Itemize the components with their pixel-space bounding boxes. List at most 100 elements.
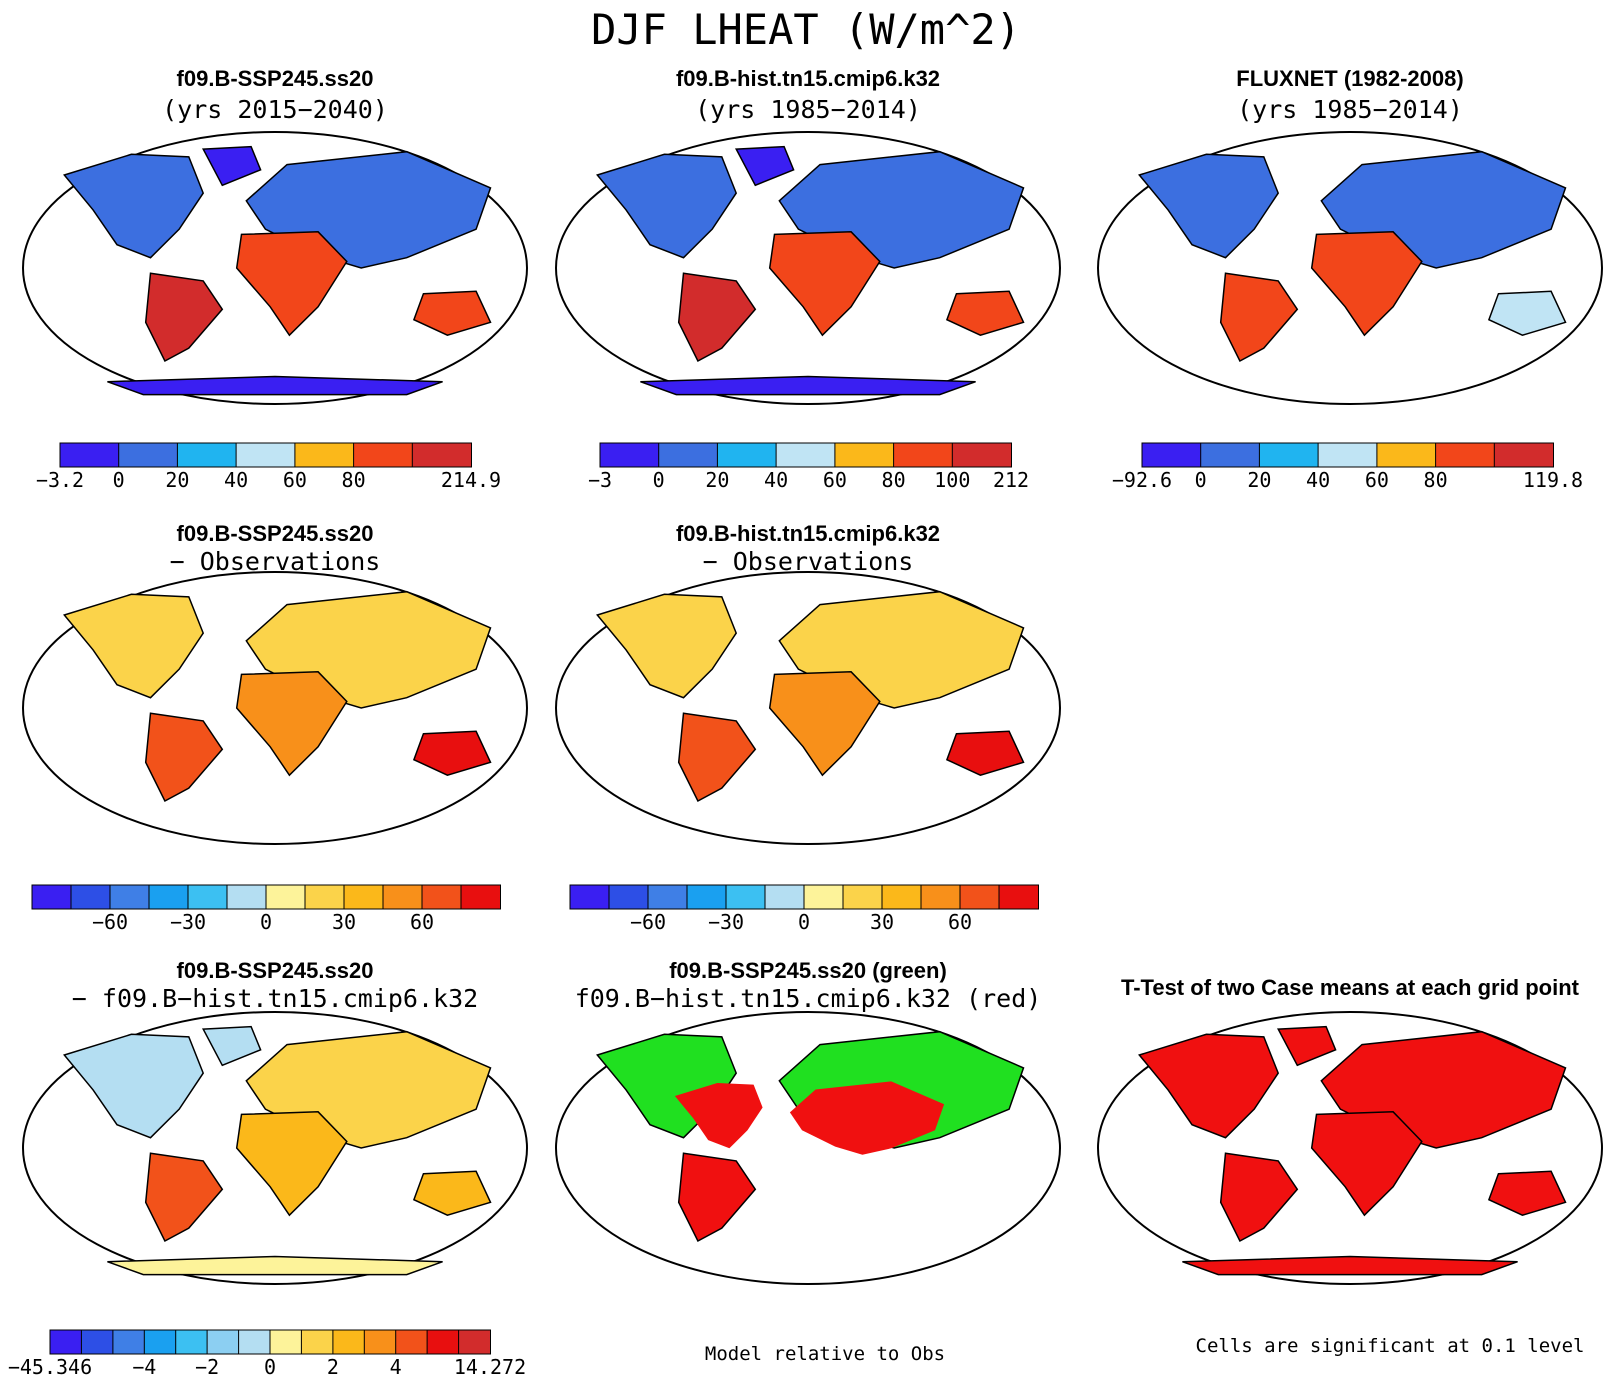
panel-7: f09.B-SSP245.ss20 (green)f09.B−hist.tn15… — [555, 958, 1061, 1285]
panel-5-colorbar-swatch-6 — [764, 884, 805, 910]
panel-7-title: f09.B-SSP245.ss20 (green) — [669, 958, 947, 983]
panel-5-namerica — [596, 593, 738, 699]
panel-2-australia — [945, 290, 1025, 336]
panel-2-colorbar-swatch-1 — [599, 442, 660, 468]
panel-6-colorbar-swatch-10 — [332, 1329, 366, 1355]
panel-3-colorbar-tick-5: 60 — [1365, 468, 1389, 492]
panel-2: f09.B-hist.tn15.cmip6.k32 (yrs 1985−2014)… — [555, 66, 1061, 492]
panel-1-africa — [235, 231, 348, 337]
panel-5-colorbar: −60 −30 0 30 60 — [569, 884, 1039, 934]
panel-6-colorbar-tick-6: 4 — [390, 1355, 402, 1379]
panel-5-australia — [945, 730, 1025, 776]
panel-4-samerica — [144, 712, 224, 803]
panel-6-africa — [235, 1111, 348, 1217]
panel-5-colorbar-swatch-8 — [842, 884, 883, 910]
panel-1-samerica — [144, 272, 224, 363]
panel-6-colorbar-tick-4: 0 — [264, 1355, 276, 1379]
panel-2-colorbar: −3 0 20 40 60 80 100 212 — [588, 442, 1029, 492]
panel-5-colorbar-swatch-9 — [881, 884, 922, 910]
panel-8-title: T-Test of two Case means at each grid po… — [1121, 975, 1580, 1000]
panel-2-colorbar-tick-2: 0 — [653, 468, 665, 492]
panel-2-colorbar-tick-1: −3 — [588, 468, 612, 492]
panel-7-eurasia-red-overlay — [789, 1081, 945, 1155]
panel-5: f09.B-hist.tn15.cmip6.k32− Observations−… — [555, 521, 1061, 934]
panel-1-colorbar: −3.2 0 20 40 60 80 214.9 — [36, 442, 501, 492]
panel-1-colorbar-swatch-7 — [411, 442, 472, 468]
panel-6-colorbar-swatch-5 — [175, 1329, 209, 1355]
figure-title: DJF LHEAT (W/m^2) — [591, 5, 1021, 54]
panel-4-colorbar-tick-3: 0 — [260, 910, 272, 934]
panel-6-colorbar-swatch-11 — [363, 1329, 397, 1355]
panel-8-africa — [1310, 1111, 1423, 1217]
panel-6-colorbar-swatch-9 — [300, 1329, 334, 1355]
panel-6-colorbar-swatch-7 — [238, 1329, 272, 1355]
panel-3-colorbar-swatch-2 — [1200, 442, 1261, 468]
panel-5-colorbar-swatch-3 — [647, 884, 688, 910]
panel-3-colorbar-tick-4: 40 — [1306, 468, 1330, 492]
panel-1-australia — [412, 290, 492, 336]
panel-5-colorbar-swatch-5 — [725, 884, 766, 910]
panel-4-colorbar-swatch-1 — [31, 884, 72, 910]
panel-4-colorbar-swatch-4 — [148, 884, 189, 910]
panel-1-colorbar-tick-6: 80 — [342, 468, 366, 492]
panel-7-namerica-red-overlay — [674, 1083, 763, 1149]
panel-4-colorbar-tick-1: −60 — [92, 910, 128, 934]
panel-5-colorbar-tick-4: 30 — [870, 910, 894, 934]
panel-4-colorbar-swatch-11 — [421, 884, 462, 910]
panel-1-colorbar-tick-7: 214.9 — [441, 468, 501, 492]
panel-2-greenland — [734, 145, 795, 187]
panel-5-colorbar-swatch-11 — [959, 884, 1000, 910]
panel-4-title: f09.B-SSP245.ss20 — [177, 521, 374, 546]
panel-6-greenland — [201, 1025, 262, 1067]
panel-3-colorbar-tick-3: 20 — [1247, 468, 1271, 492]
panel-3: FLUXNET (1982-2008) (yrs 1985−2014) −92.6 0… — [1097, 66, 1603, 492]
panel-3-africa — [1310, 231, 1423, 337]
panel-1-colorbar-swatch-2 — [118, 442, 179, 468]
panel-5-colorbar-swatch-12 — [998, 884, 1039, 910]
panel-3-colorbar-tick-2: 0 — [1195, 468, 1207, 492]
panel-3-subtitle: (yrs 1985−2014) — [1237, 95, 1463, 124]
panel-6-samerica — [144, 1152, 224, 1243]
panel-8-samerica — [1219, 1152, 1299, 1243]
panel-4-colorbar: −60 −30 0 30 60 — [31, 884, 501, 934]
panel-6-colorbar-tick-5: 2 — [327, 1355, 339, 1379]
panel-1-title: f09.B-SSP245.ss20 — [177, 66, 374, 91]
panel-3-title: FLUXNET (1982-2008) — [1236, 66, 1463, 91]
panel-6-colorbar-swatch-1 — [49, 1329, 83, 1355]
panel-2-title: f09.B-hist.tn15.cmip6.k32 — [676, 66, 940, 91]
panel-3-colorbar-swatch-3 — [1258, 442, 1320, 468]
panel-3-samerica — [1219, 272, 1299, 363]
panel-1-colorbar-swatch-4 — [235, 442, 296, 468]
panel-1: f09.B-SSP245.ss20 (yrs 2015−2040) −3.2 0 20 4… — [22, 66, 528, 492]
panel-2-colorbar-swatch-6 — [893, 442, 954, 468]
panel-1-colorbar-swatch-3 — [176, 442, 238, 468]
panel-1-colorbar-swatch-5 — [294, 442, 355, 468]
panel-1-colorbar-tick-3: 20 — [165, 468, 189, 492]
panel-6: f09.B-SSP245.ss20− f09.B−hist.tn15.cmip6… — [8, 958, 528, 1379]
panel-1-colorbar-tick-5: 60 — [283, 468, 307, 492]
panel-1-antarctica — [107, 375, 443, 396]
panel-4-colorbar-swatch-6 — [226, 884, 267, 910]
panel-4-colorbar-tick-5: 60 — [410, 910, 434, 934]
panel-2-colorbar-swatch-4 — [775, 442, 836, 468]
panel-3-namerica — [1138, 153, 1280, 259]
panel-6-colorbar-tick-3: −2 — [195, 1355, 219, 1379]
panel-4-colorbar-tick-4: 30 — [332, 910, 356, 934]
panel-3-australia — [1487, 290, 1567, 336]
panel-1-colorbar-tick-4: 40 — [224, 468, 248, 492]
panel-6-colorbar-swatch-3 — [112, 1329, 146, 1355]
panel-4-colorbar-swatch-7 — [265, 884, 306, 910]
panel-1-colorbar-tick-2: 0 — [113, 468, 125, 492]
panel-3-colorbar-tick-7: 119.8 — [1523, 468, 1583, 492]
panel-1-subtitle: (yrs 2015−2040) — [162, 95, 388, 124]
panel-6-colorbar-swatch-12 — [395, 1329, 429, 1355]
panel-3-colorbar: −92.6 0 20 40 60 80 119.8 — [1112, 442, 1583, 492]
panel-4-colorbar-swatch-10 — [382, 884, 423, 910]
panel-5-colorbar-tick-2: −30 — [708, 910, 744, 934]
panel-6-colorbar-swatch-13 — [426, 1329, 460, 1355]
panel-5-colorbar-swatch-4 — [686, 884, 727, 910]
panel-6-subtitle: − f09.B−hist.tn15.cmip6.k32 — [72, 984, 478, 1013]
panel-2-colorbar-swatch-3 — [716, 442, 778, 468]
panel-6-colorbar-tick-1: −45.346 — [8, 1355, 92, 1379]
